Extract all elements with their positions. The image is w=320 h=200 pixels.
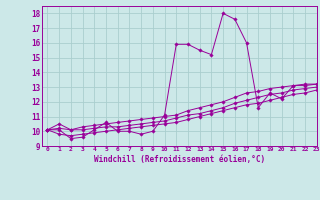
X-axis label: Windchill (Refroidissement éolien,°C): Windchill (Refroidissement éolien,°C) [94,155,265,164]
